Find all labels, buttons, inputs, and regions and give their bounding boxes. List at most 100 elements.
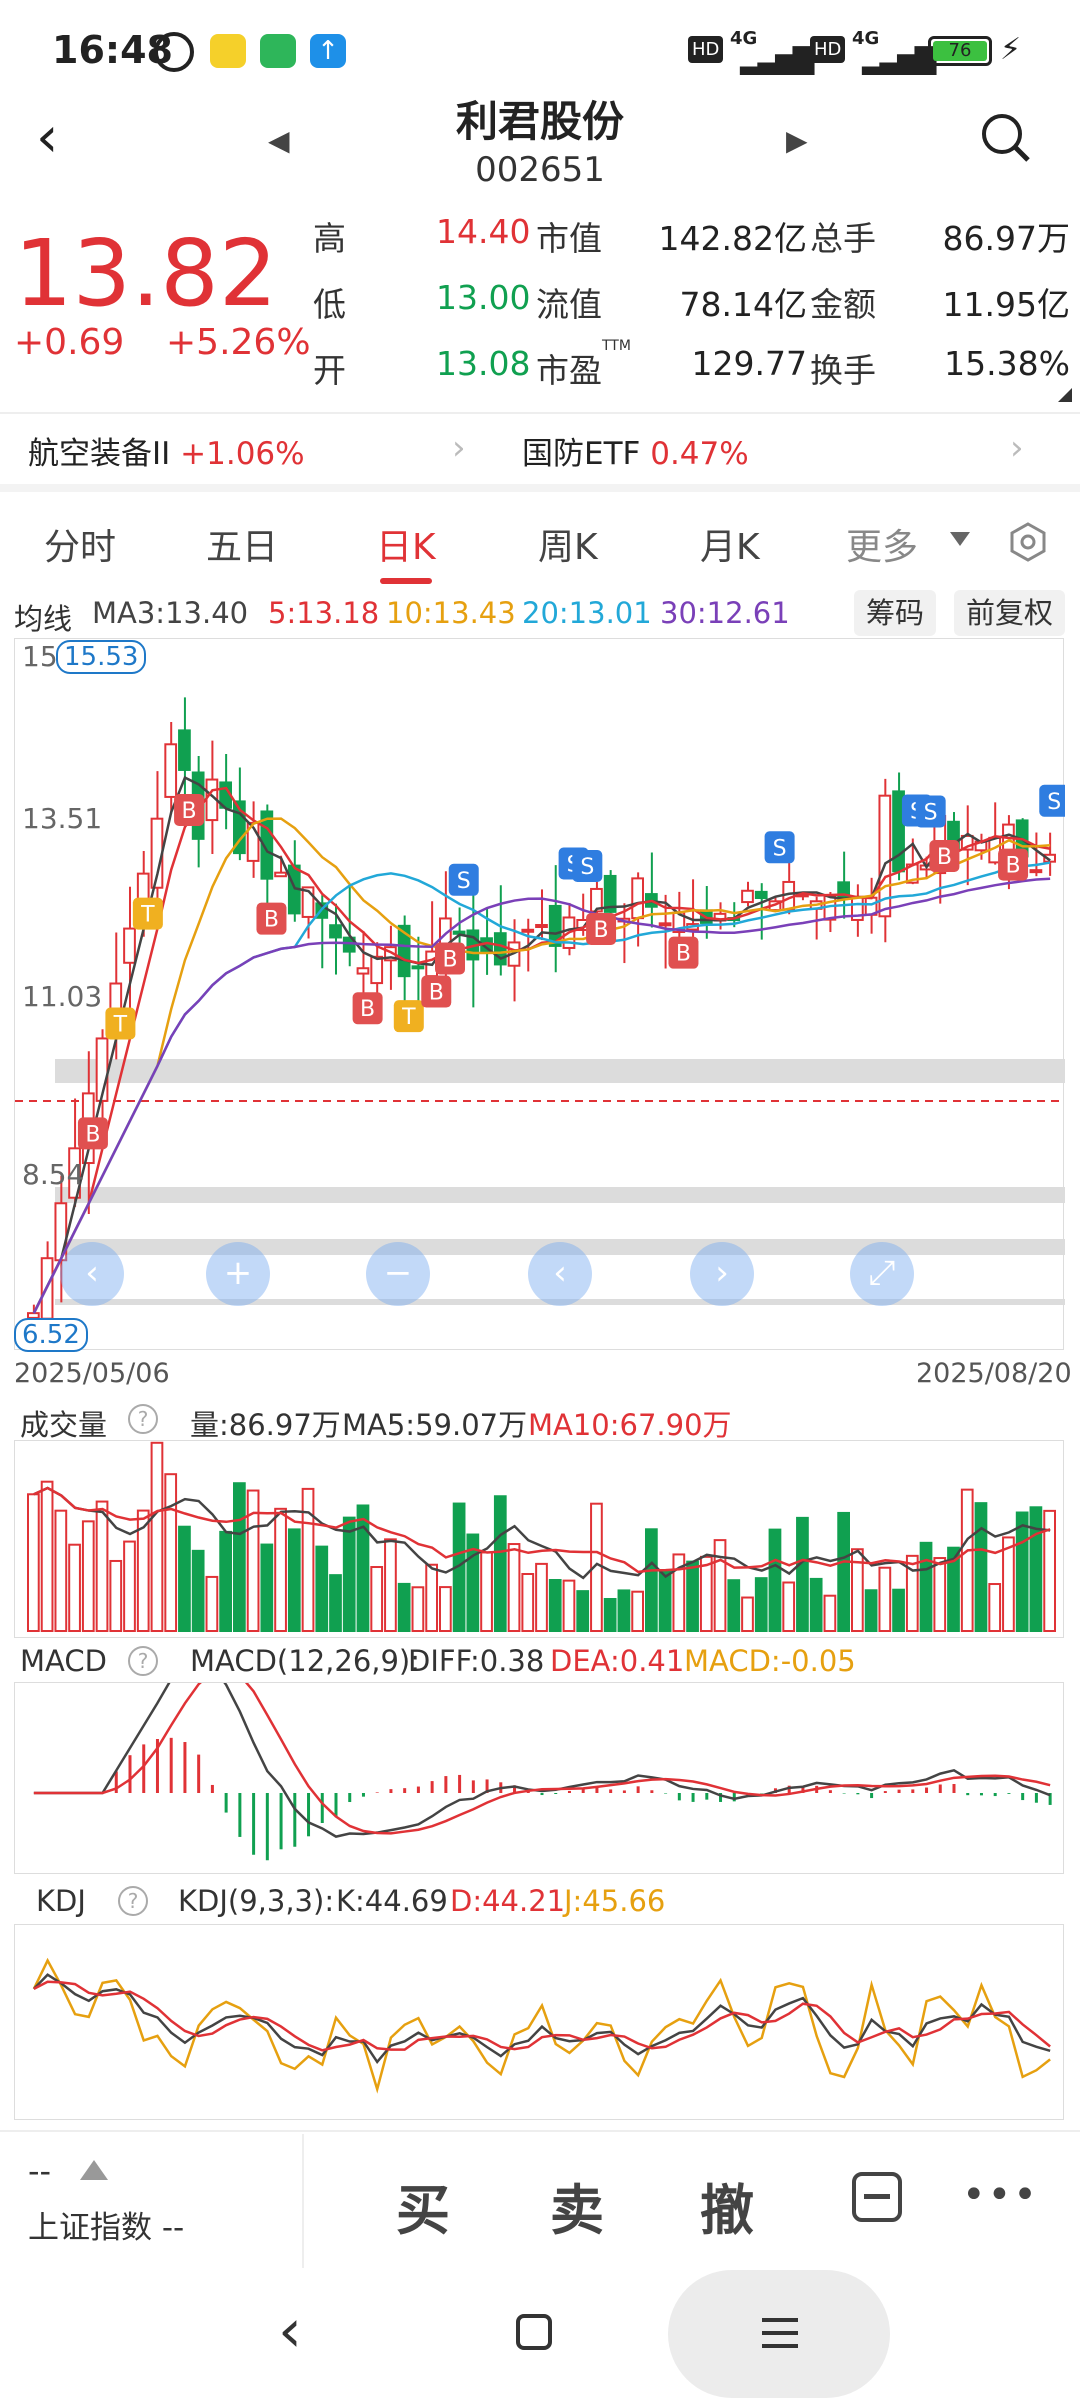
kline-svg: BTTBBBTBBSSSBBSSSBBS — [15, 697, 1070, 1369]
volume-bar — [425, 1563, 438, 1632]
kline-chart[interactable]: BTTBBBTBBSSSBBSSSBBS — [14, 638, 1070, 1369]
volume-bar — [947, 1546, 960, 1632]
volume-chart[interactable] — [14, 1440, 1064, 1638]
volume-bar — [686, 1560, 699, 1632]
pan-left-button[interactable]: ‹ — [60, 1242, 124, 1306]
macd-title[interactable]: MACD — [20, 1644, 107, 1678]
volume-bar — [178, 1525, 191, 1632]
chip-distribution-button[interactable]: 筹码 — [854, 590, 937, 636]
charging-icon: ⚡ — [1000, 32, 1022, 67]
stock-code: 002651 — [475, 150, 605, 190]
signal-s-label: S — [773, 836, 787, 861]
candle-body — [356, 967, 370, 975]
volume-bar — [274, 1507, 287, 1632]
kdj-chart[interactable] — [14, 1924, 1064, 2120]
buy-button[interactable]: 买 — [396, 2179, 450, 2242]
sector-item-etf[interactable]: 国防ETF 0.47% — [522, 428, 749, 488]
zoom-in-button[interactable]: + — [206, 1242, 270, 1306]
caret-down-icon[interactable] — [950, 532, 970, 546]
app-icon-green — [260, 34, 296, 68]
date-end: 2025/08/20 — [916, 1358, 1072, 1389]
step-left-button[interactable]: ‹ — [528, 1242, 592, 1306]
volume-bar — [1002, 1536, 1015, 1632]
volume-ma5: MA5:59.07万 — [342, 1408, 528, 1442]
kdj-k: K:44.69 — [336, 1884, 448, 1918]
resistance-band — [55, 1239, 1065, 1255]
volume-bar — [301, 1487, 315, 1632]
volume-bar — [754, 1577, 768, 1633]
volume-bar — [905, 1554, 919, 1632]
sector-name: 国防ETF — [522, 436, 641, 472]
candle-body — [535, 924, 548, 929]
volume-title[interactable]: 成交量 — [20, 1408, 108, 1442]
volume-bar — [136, 1509, 150, 1632]
volume-help-icon[interactable]: ? — [128, 1404, 158, 1434]
cancel-order-button[interactable]: 撤 — [700, 2179, 754, 2242]
kdj-title[interactable]: KDJ — [36, 1884, 86, 1918]
kdj-help-icon[interactable]: ? — [118, 1886, 148, 1916]
macd-diff: DIFF:0.38 — [408, 1644, 545, 1678]
macd-help-icon[interactable]: ? — [128, 1646, 158, 1676]
next-stock-icon[interactable]: ▶ — [786, 124, 808, 157]
nav-menu-button[interactable] — [668, 2270, 890, 2398]
sector-item-aviation[interactable]: 航空装备II +1.06% — [28, 428, 305, 488]
signal-t-marker — [132, 897, 163, 930]
kdj-d: D:44.21 — [450, 1884, 566, 1918]
signal-t-marker — [393, 1000, 424, 1033]
zoom-out-button[interactable]: − — [366, 1242, 430, 1306]
tab-intraday[interactable]: 分时 — [44, 527, 117, 568]
quote-pe-sup: TTM — [602, 338, 631, 354]
signal-b-marker — [352, 992, 383, 1025]
search-icon[interactable] — [980, 112, 1032, 164]
nav-back-icon[interactable]: ‹ — [278, 2296, 302, 2366]
expand-corner-icon[interactable] — [1058, 388, 1072, 402]
signal-bars-1: ▂▃▅▇ — [740, 42, 814, 75]
adjust-button[interactable]: 前复权 — [954, 590, 1066, 636]
tab-five-day[interactable]: 五日 — [206, 527, 279, 568]
volume-bar — [823, 1594, 837, 1632]
volume-bar — [370, 1566, 384, 1632]
volume-bar — [329, 1574, 342, 1633]
sell-button[interactable]: 卖 — [550, 2179, 604, 2242]
fullscreen-button[interactable]: ⤢ — [850, 1242, 914, 1306]
volume-bar — [164, 1473, 178, 1632]
index-name[interactable]: 上证指数 -- — [28, 2210, 185, 2246]
volume-bar — [1015, 1511, 1029, 1632]
tab-daily-k[interactable]: 日K — [376, 527, 436, 568]
step-right-button[interactable]: › — [690, 1242, 754, 1306]
volume-svg — [27, 1441, 1057, 1633]
tab-active-indicator — [380, 578, 432, 584]
y-label-1103: 11.03 — [22, 980, 103, 1013]
tab-monthly-k[interactable]: 月K — [700, 527, 760, 568]
signal-b-marker — [174, 793, 205, 826]
quote-label-volume: 总手 — [810, 219, 876, 258]
settings-hex-icon[interactable] — [1008, 522, 1048, 562]
back-icon[interactable]: ‹ — [36, 105, 59, 170]
app-icon-yellow — [210, 34, 246, 68]
prev-stock-icon[interactable]: ◀ — [268, 124, 290, 157]
stock-name: 利君股份 — [455, 97, 624, 146]
volume-bar — [837, 1511, 850, 1632]
volume-bar — [68, 1543, 81, 1632]
volume-bar — [727, 1579, 741, 1633]
volume-bar — [1029, 1506, 1043, 1632]
volume-bar — [535, 1562, 548, 1632]
j-line — [32, 1957, 1051, 2094]
ma30-line — [32, 877, 1051, 1314]
more-icon[interactable]: ••• — [962, 2172, 1039, 2218]
tab-more[interactable]: 更多 — [846, 527, 919, 568]
signal-b-marker — [421, 975, 452, 1008]
minus-box-icon[interactable] — [852, 2172, 902, 2222]
macd-chart[interactable] — [14, 1650, 1064, 1874]
hd-badge-2: HD — [810, 36, 846, 63]
quote-label-float: 流值 — [536, 285, 602, 324]
tab-weekly-k[interactable]: 周K — [538, 527, 598, 568]
volume-bar — [658, 1571, 672, 1632]
volume-bar — [617, 1589, 631, 1633]
candle-body — [329, 924, 342, 939]
volume-bar — [233, 1482, 246, 1632]
volume-bar — [397, 1582, 411, 1633]
ma3-line — [32, 775, 1051, 1314]
nav-home-icon[interactable] — [516, 2314, 552, 2350]
signal-b-marker — [668, 936, 699, 969]
